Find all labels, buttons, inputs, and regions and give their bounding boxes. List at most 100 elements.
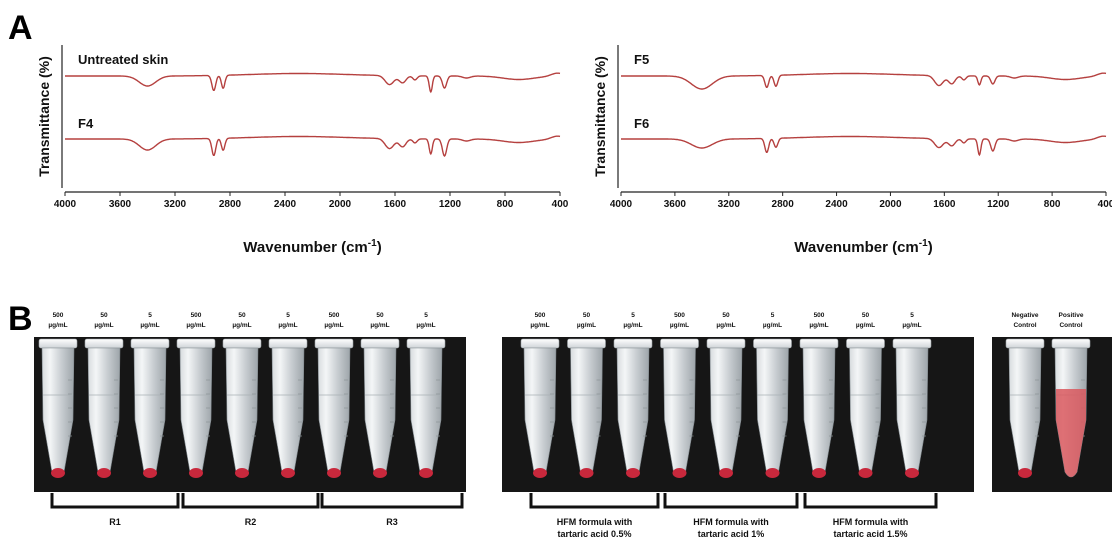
group-bracket: R3 [320,493,464,527]
tube-label: 5 [424,312,428,319]
group-label: tartaric acid 1% [698,529,765,539]
bracket-line [663,493,799,509]
group-bracket: HFM formula with tartaric acid 1% [663,493,799,539]
tube-label: µg/mL [763,322,782,329]
ftir-plots: Transmittance (%) 4000 3600 3200 2800 2400 200… [36,45,1112,256]
tube-label: 5 [910,312,914,319]
bracket-line [181,493,320,509]
tube-photo-3: Negative Control Positive Control [992,312,1112,492]
tube-label: µg/mL [186,322,205,329]
tube: 50 µg/mL [846,312,885,478]
tube: 5 µg/mL [753,312,792,478]
tube-label: µg/mL [623,322,642,329]
tube-label: Positive [1059,312,1084,319]
rbc-pellet [1018,468,1032,478]
bracket-line [529,493,660,509]
tube: 5 µg/mL [406,312,446,478]
tube: 5 µg/mL [613,312,653,478]
tube-label: 5 [631,312,635,319]
tube-label: Control [1059,322,1082,329]
tube: 500 µg/mL [176,312,216,478]
tube-cap [176,338,216,349]
tube: 50 µg/mL [84,312,124,478]
rbc-pellet [672,468,687,478]
series-label: F6 [634,116,649,131]
rbc-pellet [579,468,594,478]
tube-label: µg/mL [140,322,159,329]
rbc-pellet [281,468,295,478]
tube-label: µg/mL [48,322,67,329]
tube-label: Negative [1011,312,1038,319]
tube: 50 µg/mL [360,312,400,478]
rbc-pellet [97,468,111,478]
tube: 50 µg/mL [567,312,606,478]
x-tick-label: 2800 [772,199,795,210]
tube: 500 µg/mL [660,312,699,478]
tube-label: µg/mL [370,322,389,329]
rbc-pellet [533,468,547,478]
tube-label: µg/mL [670,322,689,329]
x-tick-label: 3600 [664,199,687,210]
ftir-plot-2: Transmittance (%) 4000 3600 3200 2800 2400 200… [592,45,1112,256]
tube-cap [360,338,400,349]
x-axis-title: Wavenumber (cm-1) [794,238,932,256]
rbc-pellet [189,468,203,478]
tube-cap [1051,338,1091,349]
rbc-pellet [373,468,387,478]
x-tick-label: 800 [497,199,514,210]
tube-photo-2: 500 µg/mL 50 µg/mL 5 µg/mL 500 µg/mL 50 µg/mL 5 µg/… [502,312,974,539]
x-tick-label: 400 [552,199,569,210]
tube-label: 5 [148,312,152,319]
tube-label: 50 [862,312,870,319]
group-bracket: HFM formula with tartaric acid 1.5% [803,493,938,539]
rbc-pellet [765,468,780,478]
x-tick-label: 1600 [933,199,956,210]
tube-label: 500 [191,312,202,319]
tube-cap [892,338,932,349]
x-tick-label: 4000 [54,199,77,210]
tube-label: µg/mL [94,322,113,329]
lysed-blood-fill [1056,389,1086,477]
group-bracket: HFM formula with tartaric acid 0.5% [529,493,660,539]
tube-label: µg/mL [278,322,297,329]
tube-cap [406,338,446,349]
tube-label: Control [1013,322,1036,329]
rbc-pellet [419,468,433,478]
x-tick-label: 3200 [164,199,187,210]
tube-label: µg/mL [232,322,251,329]
tube-label: 500 [329,312,340,319]
tube-label: µg/mL [902,322,921,329]
rbc-pellet [626,468,640,478]
tube-label: 50 [722,312,730,319]
tube-cap [130,338,170,349]
tube-photo-1: 500 µg/mL 50 µg/mL 5 µg/mL 500 µg/mL 50 µg/mL 5 µg/… [34,312,466,527]
tube-cap [314,338,354,349]
tube-label: 500 [535,312,546,319]
x-tick-label: 2000 [879,199,902,210]
tube-cap [706,338,746,349]
tube-label: µg/mL [324,322,343,329]
group-label: R1 [109,517,121,527]
spectrum-line-f4 [65,135,561,157]
panel-b-letter: B [8,300,33,338]
bracket-line [50,493,180,509]
tube-cap [846,338,885,349]
tube-label: µg/mL [577,322,596,329]
tube-cap [660,338,699,349]
tube-cap [1005,338,1045,349]
tube-cap [84,338,124,349]
tube: 500 µg/mL [520,312,560,478]
tube-label: 50 [238,312,246,319]
tube-label: 500 [674,312,685,319]
group-label: HFM formula with [693,517,769,527]
tube-label: µg/mL [416,322,435,329]
tube-label: µg/mL [809,322,828,329]
tube: 500 µg/mL [38,312,78,478]
tube-label: µg/mL [856,322,875,329]
tube-cap [613,338,653,349]
group-label: R3 [386,517,398,527]
group-bracket: R2 [181,493,320,527]
bracket-line [803,493,938,509]
tube-cap [268,338,308,349]
